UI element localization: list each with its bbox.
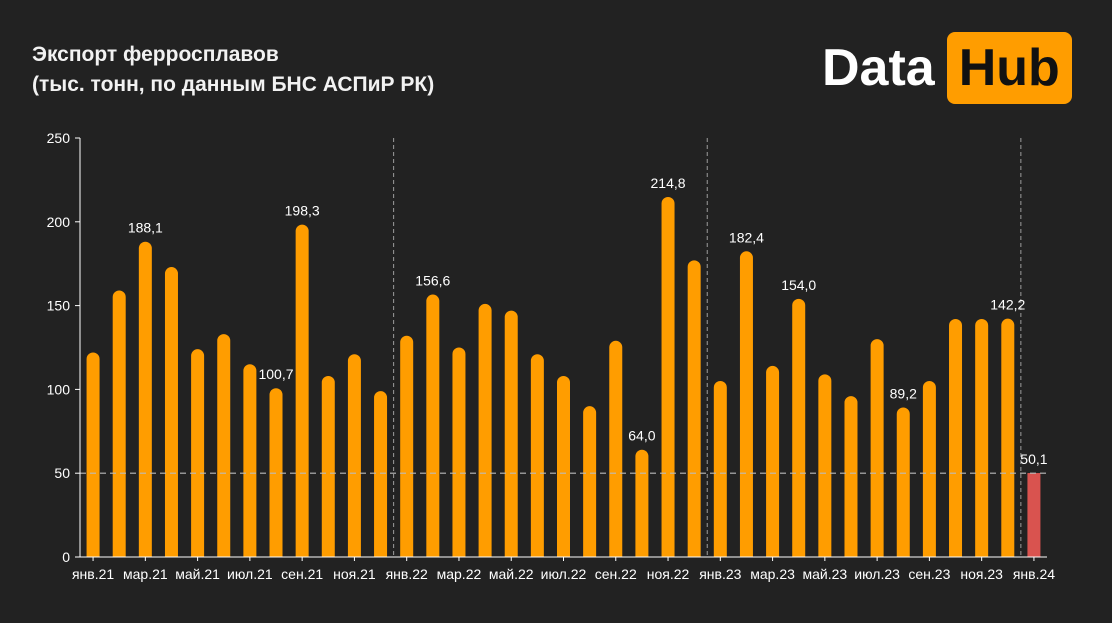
bar-ноя.21 — [347, 354, 361, 557]
bar-июл.22 — [557, 375, 570, 557]
data-label: 182,4 — [729, 229, 764, 245]
bar-дек.21 — [374, 391, 388, 557]
x-tick-label: мар.21 — [123, 566, 168, 582]
x-tick-label: сен.23 — [908, 566, 950, 582]
x-tick-label: июл.23 — [854, 566, 900, 582]
bar-фев.22 — [426, 294, 440, 557]
bar-авг.23 — [896, 407, 910, 557]
bar-фев.23 — [739, 251, 753, 557]
bar-ноя.22 — [661, 196, 675, 558]
data-label: 188,1 — [128, 220, 163, 236]
data-label: 198,3 — [285, 203, 320, 219]
data-label: 142,2 — [990, 297, 1025, 313]
bar-апр.21 — [164, 267, 178, 557]
data-label: 89,2 — [890, 386, 917, 402]
x-tick-label: ноя.21 — [333, 566, 376, 582]
bar-мар.22 — [452, 347, 466, 557]
bar-апр.22 — [478, 303, 492, 557]
chart-title: Экспорт ферросплавов (тыс. тонн, по данн… — [32, 40, 434, 100]
bar-дек.22 — [687, 260, 701, 557]
y-tick-label: 200 — [47, 214, 71, 230]
data-label: 100,7 — [258, 366, 293, 382]
bar-окт.22 — [635, 449, 649, 557]
bar-июл.23 — [870, 339, 884, 557]
logo-box: Hub — [946, 32, 1072, 104]
x-tick-label: июл.21 — [227, 566, 273, 582]
x-tick-label: ноя.23 — [960, 566, 1003, 582]
y-tick-label: 0 — [62, 549, 70, 565]
logo-box-text: Hub — [958, 39, 1060, 97]
bar-май.23 — [818, 374, 832, 557]
bar-май.22 — [504, 310, 518, 557]
x-tick-label: мар.22 — [437, 566, 482, 582]
data-label: 214,8 — [651, 175, 686, 191]
x-tick-label: янв.23 — [699, 566, 741, 582]
bar-июн.23 — [844, 396, 858, 557]
data-label: 64,0 — [628, 428, 655, 444]
bar-фев.21 — [112, 290, 126, 557]
bar-окт.21 — [321, 375, 335, 557]
bar-июн.22 — [530, 354, 544, 557]
data-label: 156,6 — [415, 273, 450, 289]
x-tick-label: июл.22 — [541, 566, 587, 582]
bar-май.21 — [191, 349, 205, 557]
x-tick-label: янв.21 — [72, 566, 114, 582]
bar-янв.21 — [86, 352, 100, 557]
x-tick-label: май.22 — [489, 566, 534, 582]
x-tick-label: ноя.22 — [647, 566, 690, 582]
bar-апр.23 — [792, 298, 806, 557]
bar-сен.21 — [295, 224, 309, 557]
bar-мар.23 — [766, 365, 780, 557]
data-label: 50,1 — [1020, 451, 1047, 467]
logo-word: Data — [822, 39, 935, 97]
x-tick-label: май.21 — [175, 566, 220, 582]
y-tick-label: 100 — [47, 381, 71, 397]
bar-окт.23 — [949, 319, 963, 557]
chart-title-line1: Экспорт ферросплавов — [32, 43, 279, 66]
bar-янв.24 — [1027, 473, 1041, 557]
bar-июн.21 — [217, 334, 231, 557]
x-tick-label: мар.23 — [750, 566, 795, 582]
bar-янв.22 — [400, 335, 414, 557]
y-tick-label: 150 — [47, 298, 71, 314]
bar-авг.22 — [583, 406, 597, 557]
x-tick-label: май.23 — [802, 566, 847, 582]
bar-июл.21 — [243, 364, 257, 557]
y-tick-label: 250 — [47, 130, 71, 146]
bar-авг.21 — [269, 388, 283, 557]
data-label: 154,0 — [781, 277, 816, 293]
bar-мар.21 — [138, 241, 152, 557]
chart-title-line2: (тыс. тонн, по данным БНС АСПиР РК) — [32, 73, 435, 96]
bar-дек.23 — [1001, 318, 1015, 557]
y-tick-label: 50 — [54, 465, 70, 481]
x-tick-label: сен.21 — [281, 566, 323, 582]
bar-сен.23 — [922, 381, 936, 557]
x-tick-label: янв.24 — [1013, 566, 1055, 582]
bar-янв.23 — [713, 381, 727, 557]
x-tick-label: янв.22 — [386, 566, 428, 582]
datahub-logo: Data Hub — [822, 32, 1072, 104]
bar-ноя.23 — [975, 319, 989, 557]
x-tick-label: сен.22 — [595, 566, 637, 582]
bar-сен.22 — [609, 340, 623, 557]
